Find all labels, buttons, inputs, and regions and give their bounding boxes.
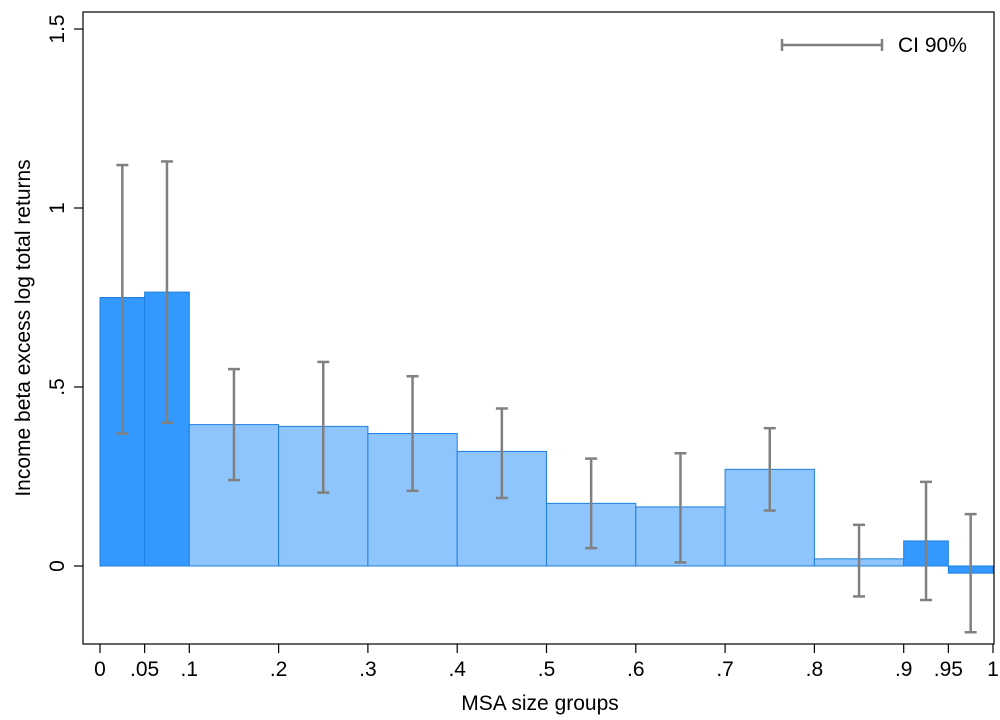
x-tick-label: .7 bbox=[716, 658, 734, 681]
x-tick-label: .2 bbox=[270, 658, 288, 681]
ci-error-bar bbox=[227, 367, 240, 482]
y-tick-label: 1.5 bbox=[46, 14, 69, 43]
x-tick-label: .3 bbox=[359, 658, 377, 681]
y-tick-label: .5 bbox=[46, 378, 69, 396]
ci-error-bar bbox=[160, 160, 173, 425]
x-tick-label: 0 bbox=[94, 658, 106, 681]
ci-error-bar bbox=[406, 375, 419, 493]
plot-frame bbox=[82, 11, 995, 645]
legend: CI 90% bbox=[780, 34, 967, 57]
y-axis-label: Income beta excess log total returns bbox=[12, 159, 35, 496]
x-tick-label: .6 bbox=[627, 658, 645, 681]
ci-error-bar bbox=[674, 451, 687, 564]
x-axis-label: MSA size groups bbox=[461, 692, 619, 715]
ci-error-bar bbox=[116, 163, 129, 435]
ci-error-bar bbox=[585, 457, 598, 550]
x-tick-label: 1 bbox=[987, 658, 999, 681]
ci-error-bar bbox=[763, 426, 776, 512]
y-tick-label: 0 bbox=[46, 560, 69, 572]
x-tick-label: .5 bbox=[538, 658, 556, 681]
ci-error-bar bbox=[920, 480, 933, 602]
ci-error-bar bbox=[317, 360, 330, 494]
x-axis: 0 .05 .1 .2 .3 .4 .5 .6 .7 .8 .9 .95 1 bbox=[94, 644, 999, 681]
bar bbox=[724, 468, 815, 567]
x-tick-label: .1 bbox=[181, 658, 199, 681]
x-tick-label: .95 bbox=[934, 658, 963, 681]
legend-label: CI 90% bbox=[898, 34, 967, 57]
ci-error-bar bbox=[495, 407, 508, 500]
x-tick-label: .9 bbox=[895, 658, 913, 681]
ci-error-bar bbox=[964, 512, 977, 634]
x-tick-label: .05 bbox=[130, 658, 159, 681]
y-axis: 0 .5 1 1.5 bbox=[46, 14, 83, 572]
y-tick-label: 1 bbox=[46, 202, 69, 214]
ci-error-bar bbox=[853, 523, 866, 598]
x-tick-label: .8 bbox=[806, 658, 824, 681]
x-tick-label: .4 bbox=[448, 658, 466, 681]
confidence-intervals bbox=[116, 160, 977, 634]
